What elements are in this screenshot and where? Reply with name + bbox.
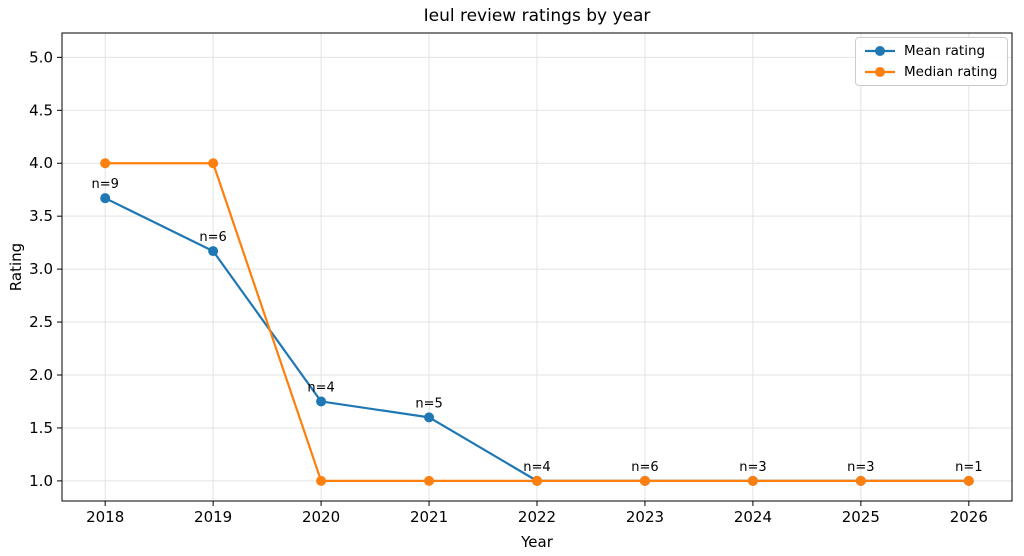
x-tick-label: 2024 xyxy=(734,508,772,526)
y-tick-label: 5.0 xyxy=(29,48,53,66)
data-point-marker xyxy=(316,396,327,407)
x-tick-label: 2025 xyxy=(842,508,880,526)
point-annotation: n=3 xyxy=(847,460,874,475)
x-tick-label: 2019 xyxy=(194,508,232,526)
data-point-marker xyxy=(208,158,219,169)
legend: Mean rating Median rating xyxy=(855,37,1008,86)
point-annotation: n=4 xyxy=(523,460,550,475)
point-annotation: n=6 xyxy=(199,230,226,245)
chart-title: Ieul review ratings by year xyxy=(423,6,651,26)
point-annotation: n=5 xyxy=(415,396,442,411)
x-tick-label: 2018 xyxy=(86,508,124,526)
data-point-marker xyxy=(424,475,435,486)
data-point-marker xyxy=(532,475,542,486)
x-tick-label: 2022 xyxy=(518,508,556,526)
x-tick-label: 2020 xyxy=(302,508,340,526)
median-line-swatch-icon xyxy=(865,66,895,77)
point-annotation: n=6 xyxy=(631,460,658,475)
legend-item-median: Median rating xyxy=(863,62,1000,82)
x-tick-label: 2023 xyxy=(626,508,664,526)
y-tick-label: 3.0 xyxy=(29,260,53,278)
mean-line-swatch-icon xyxy=(865,46,895,57)
data-point-marker xyxy=(747,475,758,486)
point-annotation: n=1 xyxy=(955,460,982,475)
x-axis-label: Year xyxy=(521,533,553,551)
data-point-marker xyxy=(208,246,219,257)
point-annotation: n=9 xyxy=(91,177,118,192)
data-point-marker xyxy=(424,412,435,423)
data-point-marker xyxy=(639,475,650,486)
y-axis-label: Rating xyxy=(7,242,25,292)
y-tick-label: 1.5 xyxy=(29,419,53,437)
data-point-marker xyxy=(316,475,327,486)
legend-label-median: Median rating xyxy=(904,63,998,80)
x-tick-label: 2021 xyxy=(410,508,448,526)
y-tick-label: 2.0 xyxy=(29,366,53,384)
legend-item-mean: Mean rating xyxy=(863,41,1000,61)
y-tick-label: 1.0 xyxy=(29,472,53,490)
legend-label-mean: Mean rating xyxy=(904,43,986,60)
x-tick-label: 2026 xyxy=(950,508,988,526)
y-tick-label: 4.0 xyxy=(29,154,53,172)
data-point-marker xyxy=(100,158,111,169)
data-point-marker xyxy=(963,475,974,486)
y-tick-label: 3.5 xyxy=(29,207,53,225)
point-annotation: n=3 xyxy=(739,460,766,475)
data-point-marker xyxy=(855,475,866,486)
y-tick-label: 4.5 xyxy=(29,101,53,119)
y-tick-label: 2.5 xyxy=(29,313,53,331)
point-annotation: n=4 xyxy=(307,380,334,395)
data-point-marker xyxy=(100,193,111,204)
